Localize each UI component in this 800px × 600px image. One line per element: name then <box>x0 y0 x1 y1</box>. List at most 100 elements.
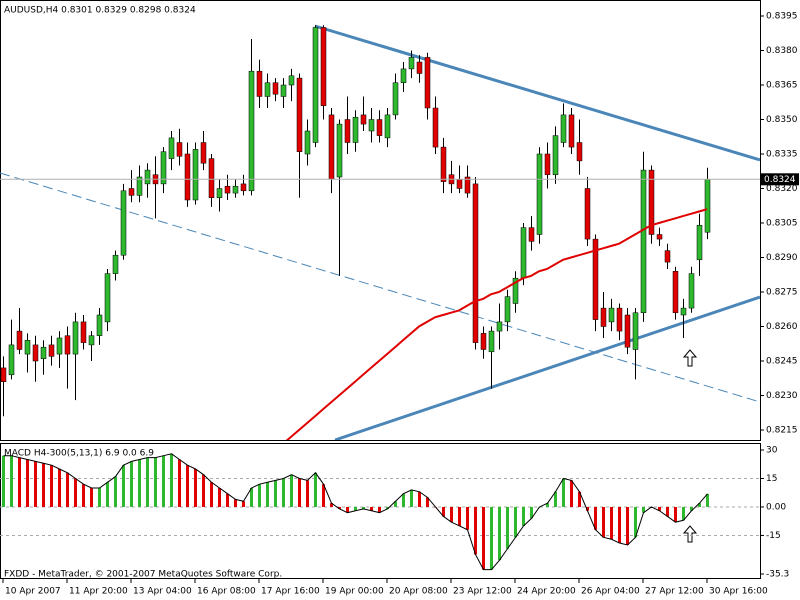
candle-body <box>168 137 175 159</box>
histogram-bar <box>602 506 605 538</box>
candle-body <box>376 119 383 136</box>
candle-body <box>400 68 407 83</box>
candle-body <box>392 82 399 116</box>
candle-body <box>568 114 575 148</box>
histogram-bar <box>98 487 101 507</box>
histogram-bar <box>122 465 125 507</box>
histogram-bar <box>554 491 557 507</box>
histogram-bar <box>674 506 677 523</box>
x-tick-label: 19 Apr 00:00 <box>325 587 384 597</box>
histogram-bar <box>18 457 21 507</box>
candle-body <box>528 227 535 242</box>
histogram-bar <box>218 487 221 507</box>
histogram-bar <box>210 482 213 507</box>
histogram-bar <box>66 472 69 507</box>
histogram-bar <box>26 459 29 507</box>
arrow <box>682 349 698 367</box>
macd-frame <box>0 443 761 579</box>
y-tick-label: 0.8350 <box>766 115 798 125</box>
candle-body <box>200 142 207 164</box>
main-plot <box>0 24 760 440</box>
histogram-bar <box>610 506 613 540</box>
x-tick-label: 13 Apr 04:00 <box>133 587 192 597</box>
candle-body <box>144 169 151 185</box>
candle-body <box>512 277 519 304</box>
histogram-bar <box>258 484 261 507</box>
macd-line <box>3 453 708 571</box>
main-frame <box>0 0 761 441</box>
x-tick-label: 10 Apr 2007 <box>5 587 61 597</box>
candle-body <box>160 151 167 185</box>
y-tick-label: -15 <box>766 531 781 541</box>
histogram-bar <box>666 506 669 517</box>
y-tick-label: 0.8380 <box>766 46 798 56</box>
y-tick-label: 0.8335 <box>766 150 798 160</box>
histogram-bar <box>386 506 389 509</box>
candle-body <box>408 57 415 70</box>
candle-body <box>616 307 623 332</box>
candle-body <box>344 119 351 143</box>
candle-body <box>312 27 319 143</box>
candle-body <box>16 330 23 350</box>
histogram-bar <box>682 506 685 521</box>
candle-body <box>8 344 15 376</box>
candle-body <box>424 57 431 109</box>
arrow <box>682 525 698 543</box>
histogram-bar <box>42 463 45 507</box>
histogram-bar <box>578 491 581 507</box>
y-tick-label: 0.8230 <box>766 391 798 401</box>
candle-body <box>120 190 127 256</box>
candle-body <box>608 307 615 323</box>
histogram-bar <box>346 506 349 513</box>
histogram-bar <box>154 457 157 507</box>
candle-body <box>360 114 367 125</box>
candle-body <box>464 176 471 194</box>
histogram-bar <box>450 506 453 523</box>
candle-body <box>648 169 655 235</box>
candle-body <box>208 158 215 198</box>
candle-body <box>288 75 295 86</box>
candle-body <box>240 183 247 192</box>
candle-body <box>704 179 711 233</box>
histogram-bar <box>114 476 117 507</box>
candle-body <box>488 330 495 353</box>
histogram-bar <box>658 506 661 511</box>
histogram-bar <box>458 506 461 526</box>
y-tick-label: 0.00 <box>766 502 786 512</box>
candle-body <box>416 61 423 74</box>
candle-body <box>96 314 103 336</box>
histogram-bar <box>418 491 421 507</box>
y-tick-label: 0.8245 <box>766 357 798 367</box>
candle-body <box>136 176 143 196</box>
histogram-bar <box>306 480 309 507</box>
histogram-bar <box>330 503 333 507</box>
histogram-bar <box>266 482 269 507</box>
histogram-bar <box>186 465 189 507</box>
histogram-bar <box>58 468 61 507</box>
candle-body <box>224 185 231 194</box>
histogram-bar <box>298 478 301 507</box>
candle-body <box>304 130 311 155</box>
histogram-bar <box>562 478 565 507</box>
histogram-bar <box>242 501 245 507</box>
moving-average <box>285 208 708 440</box>
candle-body <box>456 179 463 189</box>
candle-body <box>104 273 111 323</box>
candle-body <box>296 77 303 152</box>
histogram-bar <box>618 506 621 544</box>
x-tick-label: 26 Apr 04:00 <box>581 587 640 597</box>
histogram-bar <box>2 455 5 507</box>
histogram-bar <box>202 474 205 507</box>
candle-body <box>264 82 271 97</box>
histogram-bar <box>698 503 701 507</box>
candle-body <box>88 335 95 346</box>
histogram-bar <box>586 506 589 511</box>
candle-body <box>656 234 663 240</box>
candle-body <box>664 250 671 263</box>
y-tick-label: 0.8215 <box>766 426 798 436</box>
candle-body <box>272 82 279 95</box>
candle-body <box>560 114 567 143</box>
candle-body <box>352 116 359 143</box>
histogram-bar <box>522 506 525 526</box>
